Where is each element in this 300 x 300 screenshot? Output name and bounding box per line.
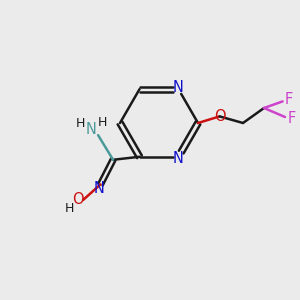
Text: N: N xyxy=(173,151,184,166)
Text: N: N xyxy=(173,80,184,95)
Text: N: N xyxy=(86,122,97,137)
Text: O: O xyxy=(214,109,226,124)
Text: O: O xyxy=(72,193,83,208)
Text: H: H xyxy=(98,116,107,129)
Text: H: H xyxy=(76,117,86,130)
Text: H: H xyxy=(65,202,74,215)
Text: F: F xyxy=(285,92,293,107)
Text: F: F xyxy=(287,111,296,126)
Text: N: N xyxy=(94,182,104,196)
